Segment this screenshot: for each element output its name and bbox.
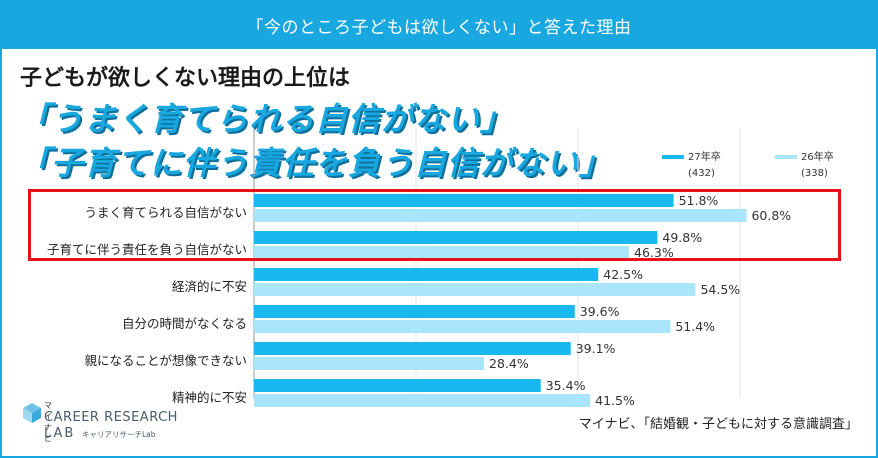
bar-value-label: 42.5% <box>603 267 643 282</box>
category-label: 子育てに伴う責任を負う自信がない <box>46 242 247 257</box>
highlight-box <box>28 189 841 261</box>
bar-27-1 <box>254 231 658 244</box>
legend-item-26: 26年卒 (338) <box>775 148 834 179</box>
category-label: 親になることが想像できない <box>84 353 247 368</box>
category-label: 自分の時間がなくなる <box>121 316 247 331</box>
logo-line3: キャリアリサーチLab <box>82 430 156 439</box>
bar-value-label: 39.6% <box>580 304 620 319</box>
legend-item-27: 27年卒 (432) <box>662 148 721 179</box>
legend-label-26: 26年卒 <box>801 152 834 163</box>
category-label: 精神的に不安 <box>171 390 247 405</box>
bar-value-label: 51.8% <box>679 193 719 208</box>
bar-value-label: 54.5% <box>700 282 740 297</box>
bar-26-1 <box>254 246 630 259</box>
legend-label-27: 27年卒 <box>688 152 721 163</box>
bar-26-0 <box>254 209 747 222</box>
bar-value-label: 49.8% <box>662 230 702 245</box>
category-label: うまく育てられる自信がない <box>84 205 247 220</box>
bar-27-4 <box>254 342 571 355</box>
legend-n-26: (338) <box>801 168 828 179</box>
bar-value-label: 60.8% <box>751 208 791 223</box>
bar-27-0 <box>254 194 674 207</box>
banner-title: 「今のところ子どもは欲しくない」と答えた理由 <box>2 2 876 49</box>
headline-1: 「うまく育てられる自信がない」 <box>18 100 514 138</box>
bar-26-2 <box>254 283 696 296</box>
bar-26-4 <box>254 357 485 370</box>
bar-value-label: 39.1% <box>576 341 616 356</box>
bar-value-label: 51.4% <box>675 319 715 334</box>
source-note: マイナビ、「結婚観・子どもに対する意識調査」 <box>578 417 858 432</box>
cube-logo-icon <box>23 403 41 423</box>
logo-line2: LAB <box>44 426 76 441</box>
legend-swatch-27 <box>662 155 684 159</box>
bar-26-5 <box>254 394 591 407</box>
bar-value-label: 35.4% <box>546 378 586 393</box>
legend-n-27: (432) <box>688 168 715 179</box>
headline-2: 「子育てに伴う責任を負う自信がない」 <box>18 144 613 182</box>
bar-value-label: 28.4% <box>489 356 529 371</box>
bar-26-3 <box>254 320 671 333</box>
bar-value-label: 46.3% <box>634 245 674 260</box>
bar-27-5 <box>254 379 541 392</box>
logo-brand: マイナビ <box>44 401 52 443</box>
heading: 子どもが欲しくない理由の上位は <box>20 66 351 91</box>
logo-line1: CAREER RESEARCH <box>44 410 178 425</box>
bar-27-2 <box>254 268 599 281</box>
career-research-lab-logo: マイナビ CAREER RESEARCH LAB キャリアリサーチLab <box>22 401 177 443</box>
bar-value-label: 41.5% <box>595 393 635 408</box>
category-label: 経済的に不安 <box>171 279 247 294</box>
legend-swatch-26 <box>775 155 797 159</box>
bar-27-3 <box>254 305 575 318</box>
